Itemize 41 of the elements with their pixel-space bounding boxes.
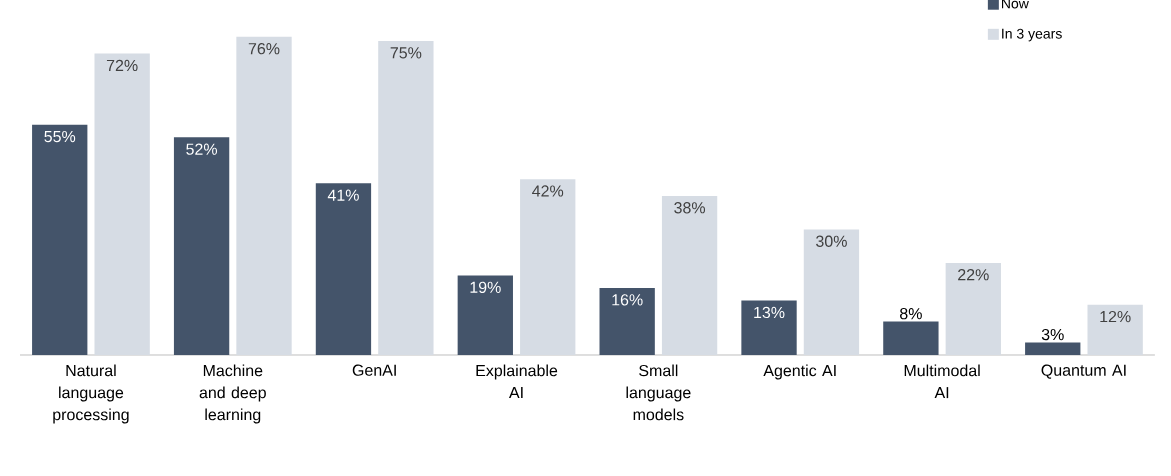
data-label: 19% bbox=[470, 281, 501, 293]
bar bbox=[378, 41, 434, 355]
data-label: 38% bbox=[674, 202, 706, 214]
bar bbox=[599, 288, 655, 355]
data-label: 13% bbox=[754, 306, 785, 319]
legend-label: In 3 years bbox=[1002, 28, 1062, 42]
x-tick-label: GenAI bbox=[352, 364, 396, 376]
x-tick-label: Agentic AI bbox=[763, 364, 836, 380]
x-tick-label: Quantum AI bbox=[1041, 364, 1126, 379]
data-label: 55% bbox=[44, 130, 76, 143]
bar bbox=[883, 321, 939, 355]
x-tick-label: Multimodal AI bbox=[904, 364, 980, 399]
bar bbox=[945, 262, 1001, 355]
bar bbox=[457, 275, 513, 355]
bar bbox=[236, 36, 292, 355]
bar bbox=[32, 124, 88, 355]
data-label: 3% bbox=[1041, 328, 1064, 341]
bar bbox=[520, 179, 576, 355]
data-label: 52% bbox=[186, 143, 218, 155]
x-tick-label: Small language models bbox=[626, 364, 691, 421]
bar bbox=[173, 137, 230, 355]
x-tick-label: Machine and deep learning bbox=[199, 364, 266, 424]
bar bbox=[1087, 304, 1143, 355]
data-label: 22% bbox=[958, 269, 989, 281]
x-tick-label: Natural language processing bbox=[53, 364, 129, 424]
data-label: 8% bbox=[900, 307, 922, 320]
data-label: 76% bbox=[248, 43, 280, 55]
data-label: 75% bbox=[390, 47, 422, 59]
data-label: 72% bbox=[106, 59, 138, 72]
bar bbox=[803, 229, 860, 355]
bar bbox=[94, 53, 150, 355]
bar bbox=[1025, 342, 1081, 355]
data-label: 16% bbox=[612, 294, 643, 306]
bar bbox=[741, 300, 797, 355]
bar bbox=[315, 183, 372, 355]
bar bbox=[661, 195, 718, 355]
data-label: 41% bbox=[327, 189, 359, 201]
x-tick-label: Explainable AI bbox=[476, 364, 558, 399]
data-label: 12% bbox=[1100, 310, 1131, 323]
data-label: 42% bbox=[532, 185, 564, 197]
data-label: 30% bbox=[816, 235, 847, 247]
